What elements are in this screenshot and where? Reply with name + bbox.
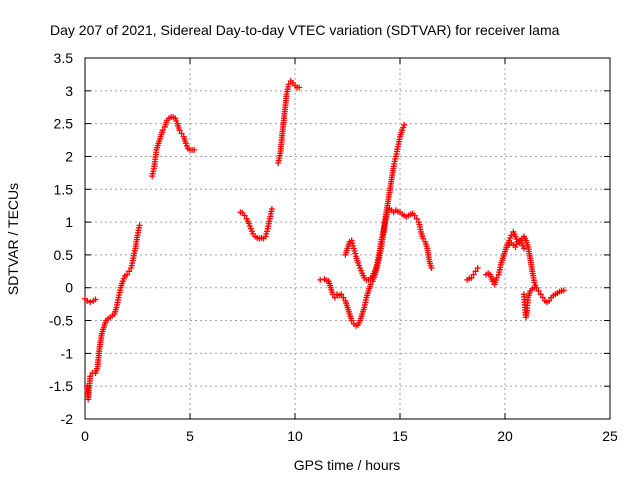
y-tick-label: 1 [65,214,73,230]
data-point [520,245,527,252]
grid [85,58,610,419]
data-point [178,130,185,137]
data-point [87,299,94,306]
chart-title: Day 207 of 2021, Sidereal Day-to-day VTE… [50,22,560,38]
data-point [489,278,496,285]
series-arc-3 [149,114,198,180]
series-arc-5 [275,77,303,167]
y-axis-label: SDTVAR / TECUs [5,183,21,295]
data-point [508,232,515,239]
y-tick-label: -1.5 [49,378,73,394]
data-point [87,373,94,380]
data-point [367,281,374,288]
data-point [493,274,500,281]
series-arc-9 [483,228,567,306]
data-point [470,271,477,278]
y-tick-label: 3 [65,83,73,99]
data-point [340,294,347,301]
data-point [124,271,130,278]
y-tick-label: 1.5 [54,181,74,197]
x-tick-label: 25 [602,428,618,444]
y-tick-label: -2 [61,411,74,427]
series-arc-1 [82,295,99,306]
data-point [401,121,408,128]
series-arc-2 [84,222,143,403]
data-point [546,297,553,304]
data-point [191,146,198,153]
x-tick-label: 0 [81,428,89,444]
data-point [535,288,542,295]
plot-border [84,57,611,420]
data-point [92,296,99,303]
series-arc-10 [520,284,538,321]
data-point [428,265,435,272]
data-point [317,276,324,283]
data-point [411,212,418,219]
y-tick-label: 2.5 [54,116,74,132]
data-point [539,294,546,301]
data-point [420,235,427,242]
data-points [82,77,567,403]
data-point [331,294,338,301]
data-point [537,291,544,298]
data-point [348,317,355,324]
y-tick-label: 0.5 [54,247,74,263]
data-point [159,127,166,134]
x-tick-label: 5 [186,428,194,444]
x-tick-label: 15 [392,428,408,444]
y-tick-label: 0 [65,280,73,296]
y-tick-label: -1 [61,345,74,361]
series-arc-7 [342,121,408,283]
series-arc-4 [237,205,275,242]
data-point [474,265,481,272]
data-point [468,274,475,281]
data-point [136,222,143,229]
data-point [285,81,292,88]
data-point [126,268,133,275]
x-axis-label: GPS time / hours [294,457,401,473]
data-point [241,212,248,219]
series-arc-8 [464,265,481,283]
data-point [338,291,345,298]
series-arc-11 [506,237,527,252]
data-point [560,287,567,294]
ticks: 0 5 10 15 20 25 -2 -1.5 -1 -0.5 0 0.5 1 1.5 2 2.5 3 3.5 [49,50,618,444]
y-tick-label: 2 [65,148,73,164]
x-tick-label: 10 [287,428,303,444]
data-point [268,205,275,212]
x-tick-label: 20 [497,428,513,444]
data-point [472,268,479,275]
data-point [84,297,91,304]
data-point [176,127,183,134]
y-tick-label: 3.5 [54,50,74,66]
data-point [296,84,303,91]
y-tick-label: -0.5 [49,313,73,329]
data-point [531,284,538,291]
data-point [413,215,420,222]
